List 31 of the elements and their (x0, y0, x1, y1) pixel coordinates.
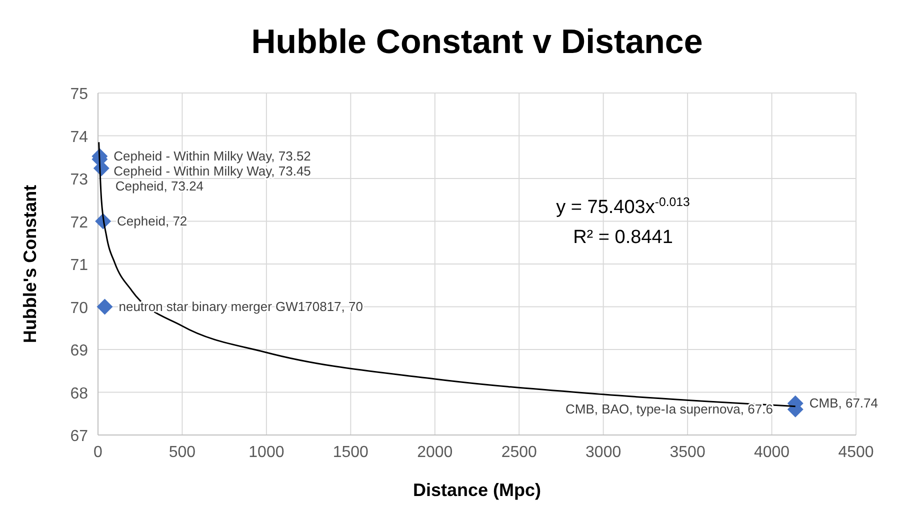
y-tick-label: 75 (70, 86, 88, 103)
data-label: Cepheid, 73.24 (115, 178, 204, 194)
x-tick-label: 0 (94, 444, 103, 461)
annotation: R² = 0.8441 (573, 227, 673, 248)
x-tick-label: 500 (168, 444, 196, 461)
data-label: CMB, BAO, type-Ia supernova, 67.6 (566, 401, 773, 416)
x-tick-label: 2500 (501, 444, 538, 461)
y-tick-label: 67 (70, 428, 88, 445)
y-tick-label: 71 (70, 257, 88, 274)
x-tick-label: 1500 (332, 444, 369, 461)
y-tick-label: 68 (70, 385, 88, 402)
y-tick-label: 74 (70, 128, 88, 146)
x-tick-label: 2000 (417, 444, 453, 461)
data-label: Cepheid - Within Milky Way, 73.52 (114, 148, 311, 164)
x-tick-label: 3000 (586, 444, 622, 461)
data-label: CMB, 67.74 (809, 395, 878, 410)
chart-title: Hubble Constant v Distance (251, 23, 703, 61)
y-tick-label: 70 (70, 300, 88, 317)
y-tick-label: 69 (70, 342, 88, 360)
annotation: y = 75.403x$^{-0.013}$ (556, 195, 690, 218)
y-tick-label: 72 (70, 214, 88, 232)
x-tick-label: 1000 (248, 444, 284, 461)
x-tick-label: 3500 (670, 444, 706, 461)
x-tick-label: 4500 (838, 444, 874, 461)
data-label: Cepheid - Within Milky Way, 73.45 (114, 163, 311, 178)
x-axis-title: Distance (Mpc) (412, 480, 542, 500)
data-label: Cepheid, 72 (117, 213, 188, 228)
y-axis-title: Hubble's Constant (20, 184, 40, 344)
point (96, 298, 113, 315)
x-tick-label: 4000 (754, 444, 790, 461)
y-tick-label: 73 (70, 172, 88, 188)
